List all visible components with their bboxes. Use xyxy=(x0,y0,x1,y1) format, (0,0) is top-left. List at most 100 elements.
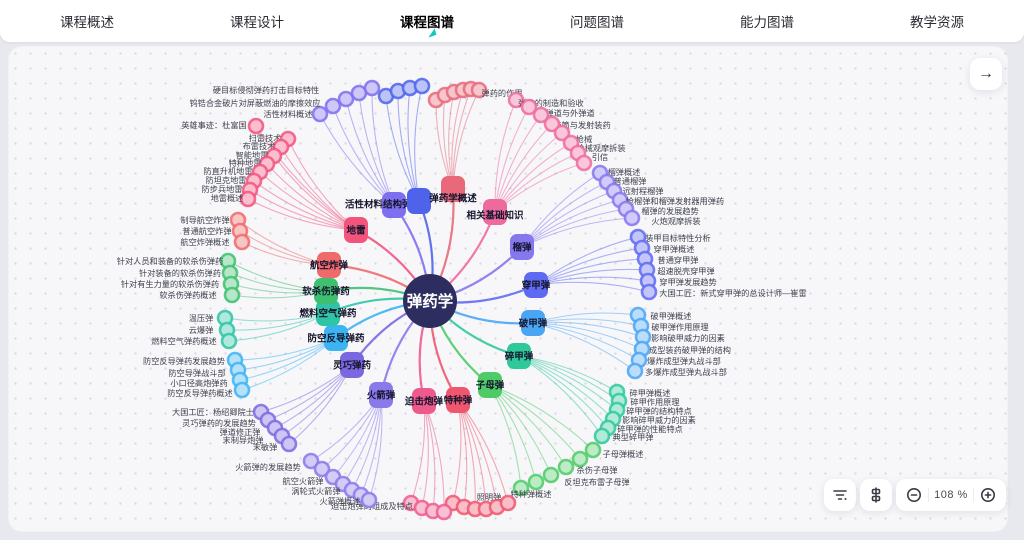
leaf-node[interactable] xyxy=(553,124,571,142)
leaf-label: 末制导炮弹 xyxy=(223,435,264,445)
tab-question-graph[interactable]: 问题图谱 xyxy=(570,15,624,30)
expand-arrow-button[interactable]: → xyxy=(970,58,1002,90)
leaf-node[interactable] xyxy=(575,154,593,172)
leaf-edge xyxy=(532,322,643,350)
tab-ability-graph[interactable]: 能力图谱 xyxy=(740,15,794,30)
branch-node[interactable] xyxy=(382,192,406,218)
leaf-node[interactable] xyxy=(542,466,560,484)
branch-node[interactable] xyxy=(510,234,534,260)
leaf-node[interactable] xyxy=(413,77,431,95)
leaf-node-bg xyxy=(577,156,591,170)
leaf-label: 钨锆合金破片对屏蔽燃油的摩擦效应 xyxy=(189,98,320,108)
leaf-label: 活性材料概述 xyxy=(263,109,312,119)
leaf-node[interactable] xyxy=(499,494,517,512)
branch-node[interactable] xyxy=(369,382,393,408)
branch-node[interactable] xyxy=(507,343,531,369)
leaf-label: 照明弹 xyxy=(477,492,502,502)
leaf-node[interactable] xyxy=(239,190,257,208)
branch-node[interactable] xyxy=(524,272,548,298)
leaf-node-bg xyxy=(403,81,417,95)
leaf-node[interactable] xyxy=(313,460,331,478)
branch-node[interactable] xyxy=(340,352,364,378)
branch-node[interactable] xyxy=(441,176,465,202)
leaf-node[interactable] xyxy=(571,450,589,468)
leaf-label: 航空炸弹概述 xyxy=(180,237,229,247)
branch-node[interactable] xyxy=(344,217,368,243)
filter-lines-icon xyxy=(833,490,847,500)
leaf-node[interactable] xyxy=(302,452,320,470)
tab-teaching-resources[interactable]: 教学资源 xyxy=(910,15,964,30)
leaf-label: 地雷概述 xyxy=(211,193,244,203)
leaf-node[interactable] xyxy=(280,435,298,453)
leaf-node-bg xyxy=(221,254,235,268)
leaf-node[interactable] xyxy=(233,233,251,251)
leaf-node-bg xyxy=(545,117,559,131)
leaf-node[interactable] xyxy=(324,97,342,115)
leaf-node[interactable] xyxy=(623,209,641,227)
leaf-node[interactable] xyxy=(532,106,550,124)
branch-node[interactable] xyxy=(316,300,340,326)
leaf-label: 针对有生力量的软杀伤弹药 xyxy=(121,279,219,289)
branch-node[interactable] xyxy=(412,388,436,414)
leaf-label: 云爆弹 xyxy=(189,325,214,335)
leaf-node[interactable] xyxy=(337,90,355,108)
graph-canvas[interactable] xyxy=(8,46,1008,532)
active-tab-cursor-icon xyxy=(428,28,440,41)
leaf-node[interactable] xyxy=(435,503,453,521)
leaf-node[interactable] xyxy=(507,91,525,109)
leaf-label: 燃料空气弹药概述 xyxy=(151,336,217,346)
tab-course-overview[interactable]: 课程概述 xyxy=(60,15,114,30)
leaf-label: 药筒与发射装药 xyxy=(553,120,610,130)
leaf-label: 超速脱壳穿甲弹 xyxy=(657,266,714,276)
branch-label: 相关基础知识 xyxy=(466,210,524,222)
leaf-label: 大国工匠：新式穿甲弹的总设计师—崔雷 xyxy=(659,288,806,298)
zoom-in-button[interactable] xyxy=(979,486,997,504)
leaf-label: 火箭弹的发展趋势 xyxy=(235,462,301,472)
leaf-label: 弹道修正弹 xyxy=(220,427,261,437)
branch-node[interactable] xyxy=(483,199,507,225)
leaf-node-bg xyxy=(225,288,239,302)
center-node[interactable] xyxy=(403,274,457,328)
leaf-node[interactable] xyxy=(520,98,538,116)
leaf-node[interactable] xyxy=(626,362,644,380)
leaf-label: 普通航空炸弹 xyxy=(182,226,231,236)
branch-node[interactable] xyxy=(478,372,502,398)
leaf-node-bg xyxy=(339,92,353,106)
branch-node[interactable] xyxy=(324,325,348,351)
branch-node[interactable] xyxy=(521,310,545,336)
leaf-node[interactable] xyxy=(470,81,488,99)
tab-course-graph[interactable]: 课程图谱 xyxy=(400,11,454,41)
leaf-node-bg xyxy=(415,79,429,93)
leaf-node[interactable] xyxy=(233,381,251,399)
leaf-node-bg xyxy=(365,81,379,95)
tab-course-design[interactable]: 课程设计 xyxy=(230,15,284,30)
layout-button[interactable] xyxy=(860,479,892,511)
branch-label: 灵巧弹药 xyxy=(332,360,372,372)
leaf-node[interactable] xyxy=(543,115,561,133)
leaf-node[interactable] xyxy=(512,479,530,497)
branch-label: 榴弹 xyxy=(512,242,532,254)
leaf-node[interactable] xyxy=(311,105,329,123)
leaf-node[interactable] xyxy=(584,441,602,459)
branch-node[interactable] xyxy=(317,252,341,278)
leaf-label: 特种弹概述 xyxy=(511,489,552,499)
branch-node[interactable] xyxy=(314,278,338,304)
leaf-node[interactable] xyxy=(220,332,238,350)
leaf-node[interactable] xyxy=(247,117,265,135)
leaf-node[interactable] xyxy=(640,283,658,301)
branch-node[interactable] xyxy=(407,188,431,214)
leaf-edge xyxy=(237,219,330,266)
leaf-node-bg xyxy=(625,211,639,225)
leaf-node[interactable] xyxy=(360,491,378,509)
branch-label: 弹药学概述 xyxy=(429,193,477,205)
filter-button[interactable] xyxy=(824,479,856,511)
zoom-out-button[interactable] xyxy=(905,486,923,504)
leaf-node[interactable] xyxy=(223,286,241,304)
leaf-node[interactable] xyxy=(363,79,381,97)
branch-node[interactable] xyxy=(446,387,470,413)
leaf-node[interactable] xyxy=(557,458,575,476)
leaf-node[interactable] xyxy=(527,473,545,491)
leaf-node-bg xyxy=(509,93,523,107)
leaf-node[interactable] xyxy=(593,427,611,445)
